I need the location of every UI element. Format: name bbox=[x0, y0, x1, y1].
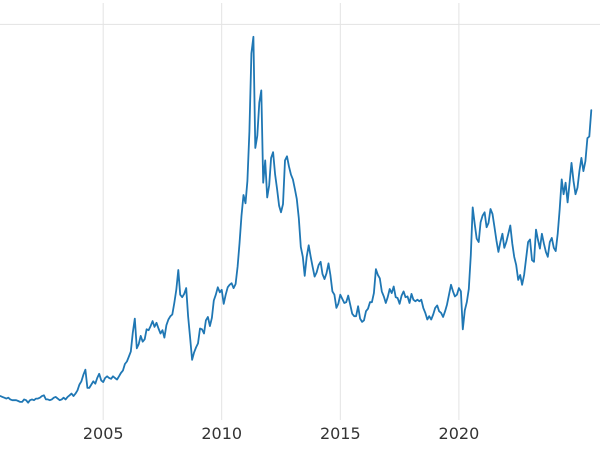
x-tick-label: 2015 bbox=[320, 424, 361, 443]
price-series-line bbox=[0, 35, 593, 404]
x-tick-label: 2005 bbox=[83, 424, 124, 443]
gridlines bbox=[0, 3, 600, 420]
x-tick-label: 2020 bbox=[439, 424, 480, 443]
x-axis-tick-labels: 2005 2010 2015 2020 bbox=[83, 424, 479, 443]
data-series bbox=[0, 35, 593, 404]
x-tick-label: 2010 bbox=[201, 424, 242, 443]
